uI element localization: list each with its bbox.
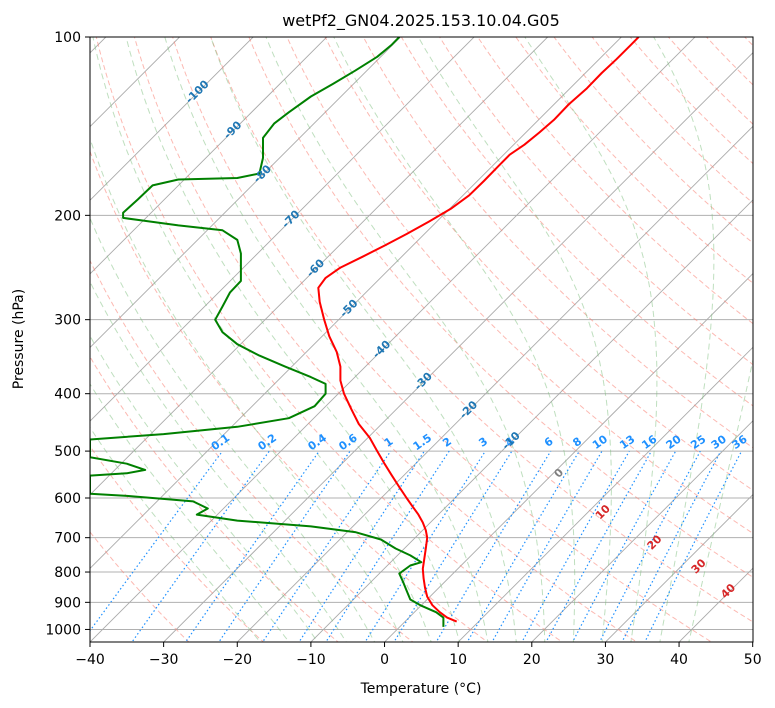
moist-adiabat-line <box>90 426 261 642</box>
x-tick-label: 50 <box>744 652 762 668</box>
x-tick-label: −20 <box>222 652 252 668</box>
y-tick-label: 800 <box>54 565 81 581</box>
y-tick-label: 400 <box>54 387 81 403</box>
mixing-ratio-line <box>393 450 513 642</box>
isotherm-line <box>310 199 753 642</box>
mixing-ratio-line <box>571 450 677 642</box>
moist-adiabat-line <box>90 216 376 642</box>
x-tick-label: −30 <box>149 652 179 668</box>
isotherm-line <box>457 346 753 642</box>
moist-adiabat-line <box>210 37 517 642</box>
moist-adiabat-line <box>125 37 461 642</box>
dry-adiabat-line <box>133 37 638 642</box>
mixing-ratio-line <box>545 450 652 642</box>
dry-adiabat-line <box>210 37 753 623</box>
x-tick-label: 0 <box>380 652 389 668</box>
isotherm-line <box>383 272 753 642</box>
moist-adiabat-line <box>164 37 489 642</box>
moist-adiabat-line <box>90 137 404 642</box>
dry-adiabat-line <box>248 37 753 578</box>
x-tick-label: 20 <box>523 652 541 668</box>
isotherm-line <box>604 493 753 642</box>
dry-adiabat-line <box>90 259 414 642</box>
isotherm-line <box>90 37 623 570</box>
mixing-ratio-line <box>325 450 450 642</box>
isotherm-line <box>90 37 402 349</box>
dry-adiabat-line <box>90 445 265 642</box>
y-axis-label: Pressure (hPa) <box>11 289 27 389</box>
dewpoint-profile <box>90 37 445 627</box>
y-tick-label: 700 <box>54 531 81 547</box>
plot-frame <box>89 36 754 643</box>
y-tick-label: 100 <box>54 30 81 46</box>
dry-adiabat-line <box>90 149 489 642</box>
moist-adiabat-line <box>333 37 576 642</box>
mixing-ratio-line <box>466 450 580 642</box>
mixing-ratio-line <box>435 450 552 642</box>
mixing-ratio-line <box>218 450 351 642</box>
y-tick-label: 300 <box>54 313 81 329</box>
x-tick-label: 30 <box>597 652 615 668</box>
moist-adiabat-line <box>90 280 347 642</box>
x-tick-label: 10 <box>449 652 467 668</box>
temperature-profile <box>317 37 640 623</box>
isotherm-line <box>236 125 753 642</box>
y-tick-label: 200 <box>54 208 81 224</box>
isotherm-line <box>90 37 696 642</box>
isotherm-line <box>90 37 549 496</box>
isotherm-line <box>163 51 753 642</box>
y-tick-label: 1000 <box>45 622 81 638</box>
y-tick-label: 600 <box>54 491 81 507</box>
x-axis: −40 −30 −20 −10 0 10 20 30 40 50 <box>75 642 762 668</box>
moist-adiabat-line <box>90 334 319 642</box>
moist-adiabat-line <box>92 37 432 642</box>
y-tick-label: 500 <box>54 444 81 460</box>
dry-adiabat-line <box>286 37 753 535</box>
mixing-ratio-line <box>298 450 425 642</box>
mixing-ratio-line <box>364 450 486 642</box>
dry-adiabat-line <box>362 37 753 449</box>
dry-adiabat-line <box>95 37 563 642</box>
x-axis-label: Temperature (°C) <box>360 681 482 697</box>
moist-adiabat-line <box>417 37 612 642</box>
mixing-ratio-line <box>131 450 270 642</box>
x-tick-label: 40 <box>670 652 688 668</box>
data-lines <box>90 37 640 627</box>
dry-adiabat-line <box>90 355 339 642</box>
mixing-ratio-line <box>521 450 630 642</box>
isotherm-line <box>90 37 328 275</box>
dry-adiabat-line <box>90 531 190 642</box>
isotherm-line <box>90 37 475 422</box>
mixing-ratio-line <box>261 450 392 642</box>
moist-adiabat-line <box>265 37 546 642</box>
x-tick-label: −10 <box>296 652 326 668</box>
y-axis: 1000 900 800 700 600 500 400 300 200 100 <box>45 30 90 638</box>
mixing-ratio-line <box>491 450 603 642</box>
x-tick-label: −40 <box>75 652 105 668</box>
dry-adiabat-line <box>172 37 713 642</box>
isotherm-line <box>531 420 753 642</box>
background-lines <box>90 37 753 642</box>
mixing-ratio-line <box>598 450 701 642</box>
isotherm-line <box>90 37 254 201</box>
line-labels: 0.1 0.2 0.4 0.6 1 1.5 2 3 4 6 8 10 13 16 20 25 30 36-100-… <box>183 77 750 601</box>
moist-adiabat-line <box>653 37 715 642</box>
moist-adiabat-line <box>688 357 753 642</box>
chart-title: wetPf2_GN04.2025.153.10.04.G05 <box>282 11 560 31</box>
moist-adiabat-line <box>524 37 658 642</box>
y-tick-label: 900 <box>54 595 81 611</box>
dry-adiabat-line <box>400 37 753 407</box>
